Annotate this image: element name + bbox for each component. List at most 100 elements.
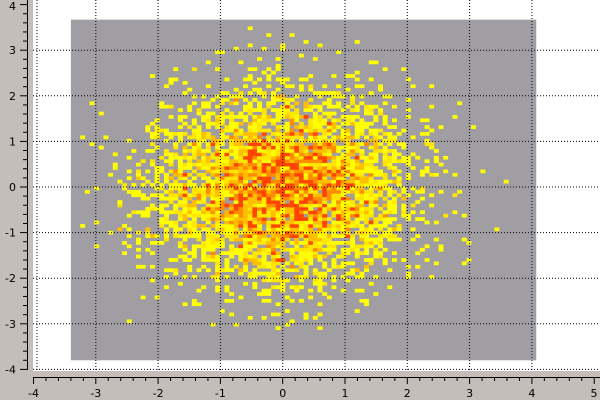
heatmap-cell [298, 261, 304, 266]
heatmap-cell [131, 189, 137, 194]
heatmap-cell [391, 203, 397, 208]
heatmap-cell [303, 183, 309, 187]
heatmap-cell [354, 288, 360, 293]
heatmap-cell [201, 213, 207, 218]
heatmap-cell [145, 128, 151, 133]
heatmap-cell [387, 268, 393, 273]
heatmap-cell [387, 285, 393, 290]
heatmap-cell [298, 132, 304, 136]
heatmap-cell [191, 302, 197, 307]
heatmap-cell [229, 237, 235, 242]
heatmap-cell [354, 186, 360, 191]
heatmap-cell [243, 172, 249, 177]
heatmap-cell [233, 128, 239, 133]
heatmap-cell [270, 244, 276, 249]
heatmap-cell [340, 203, 346, 208]
heatmap-cell [387, 162, 393, 167]
heatmap-cell [205, 101, 211, 106]
heatmap-cell [210, 152, 216, 157]
heatmap-cell [294, 237, 300, 242]
heatmap-cell [391, 200, 397, 204]
heatmap-cell [289, 162, 295, 167]
heatmap-cell [261, 196, 267, 201]
heatmap-cell [373, 237, 379, 242]
heatmap-cell [215, 224, 221, 228]
heatmap-cell [373, 132, 379, 136]
heatmap-cell [187, 220, 193, 225]
heatmap-cell [261, 247, 267, 252]
heatmap-cell [163, 179, 169, 184]
heatmap-cell [303, 149, 309, 153]
heatmap-cell [322, 111, 328, 116]
heatmap-cell [247, 77, 253, 82]
heatmap-cell [205, 162, 211, 167]
heatmap-cell [298, 227, 304, 232]
heatmap-cell [312, 152, 318, 157]
heatmap-cell [303, 101, 309, 106]
heatmap-cell [308, 241, 314, 245]
heatmap-cell [378, 224, 383, 228]
heatmap-cell [205, 193, 211, 198]
heatmap-cell [233, 97, 239, 102]
heatmap-cell [405, 159, 411, 164]
heatmap-cell [308, 206, 314, 211]
heatmap-cell [350, 142, 356, 146]
heatmap-cell [401, 145, 407, 150]
heatmap-cell [345, 196, 351, 201]
heatmap-cell [270, 149, 276, 153]
heatmap-cell [354, 142, 360, 146]
heatmap-cell [266, 135, 272, 140]
heatmap-cell [280, 159, 286, 164]
y-tick-label: 2 [9, 90, 16, 103]
heatmap-cell [247, 200, 253, 204]
heatmap-cell [331, 74, 337, 78]
heatmap-cell [173, 193, 179, 198]
heatmap-cell [326, 217, 332, 221]
heatmap-cell [294, 268, 300, 273]
heatmap-cell [270, 186, 276, 191]
heatmap-cell [345, 128, 351, 133]
heatmap-cell [289, 241, 295, 245]
heatmap-cell [252, 118, 258, 123]
heatmap-cell [364, 135, 370, 140]
heatmap-cell [312, 118, 318, 123]
heatmap-cell [345, 230, 351, 235]
heatmap-cell [182, 149, 188, 153]
heatmap-cell [238, 145, 244, 150]
heatmap-cell [480, 169, 486, 174]
heatmap-cell [350, 145, 356, 150]
heatmap-cell [103, 135, 109, 140]
heatmap-cell [196, 200, 202, 204]
heatmap-cell [238, 166, 244, 170]
heatmap-cell [289, 285, 295, 290]
heatmap-cell [270, 179, 276, 184]
heatmap-cell [350, 97, 356, 102]
heatmap-cell [289, 97, 295, 102]
heatmap-cell [210, 275, 216, 279]
heatmap-cell [191, 149, 197, 153]
heatmap-cell [261, 159, 267, 164]
heatmap-cell [233, 193, 239, 198]
heatmap-cell [149, 278, 155, 283]
heatmap-cell [229, 213, 235, 218]
heatmap-cell [122, 224, 128, 228]
heatmap-cell [280, 278, 286, 283]
heatmap-cell [373, 118, 379, 123]
heatmap-cell [331, 196, 337, 201]
heatmap-cell [359, 224, 365, 228]
heatmap-cell [322, 138, 328, 143]
heatmap-cell [187, 87, 193, 92]
heatmap-cell [354, 176, 360, 181]
heatmap-cell [336, 217, 342, 221]
heatmap-cell [136, 237, 141, 242]
heatmap-cell [210, 244, 216, 249]
heatmap-cell [294, 213, 300, 218]
heatmap-cell [280, 166, 286, 170]
heatmap-cell [326, 125, 332, 129]
heatmap-cell [326, 104, 332, 109]
heatmap-cell [173, 230, 179, 235]
heatmap-cell [336, 206, 342, 211]
heatmap-cell [368, 159, 374, 164]
heatmap-cell [182, 80, 188, 85]
heatmap-cell [112, 152, 118, 157]
